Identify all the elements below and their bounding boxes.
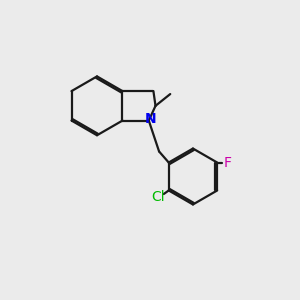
Text: N: N [144, 112, 156, 126]
Text: F: F [224, 155, 232, 170]
Text: Cl: Cl [152, 190, 165, 204]
